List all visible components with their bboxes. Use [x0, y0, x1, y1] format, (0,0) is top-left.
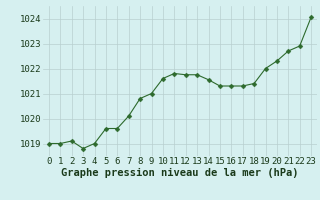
X-axis label: Graphe pression niveau de la mer (hPa): Graphe pression niveau de la mer (hPa)	[61, 168, 299, 178]
